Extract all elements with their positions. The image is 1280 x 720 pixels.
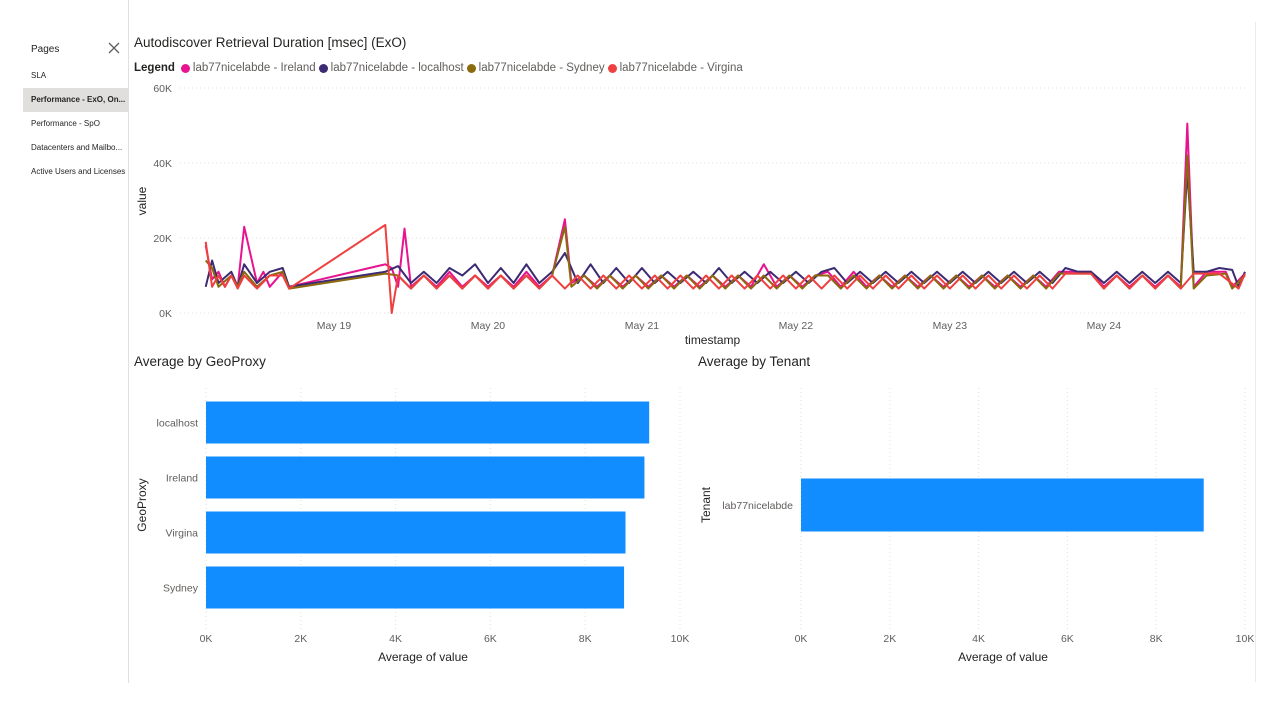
category-label: lab77nicelabde: [722, 500, 793, 512]
y-tick-label: 0K: [159, 308, 172, 320]
bar-localhost[interactable]: [206, 401, 650, 444]
x-axis-title: Average of value: [958, 650, 1048, 664]
close-icon[interactable]: [106, 40, 122, 56]
page-list: SLA Performance - ExO, On... Performance…: [23, 64, 128, 184]
x-tick-label: May 19: [317, 320, 352, 332]
x-tick-label: 8K: [579, 633, 592, 645]
x-tick-label: 6K: [1061, 633, 1074, 645]
bar-ireland[interactable]: [206, 456, 645, 499]
legend-dot-ireland: [180, 63, 190, 73]
x-tick-label: May 21: [625, 320, 660, 332]
category-label: Ireland: [166, 473, 198, 485]
x-tick-label: 10K: [671, 633, 690, 645]
x-tick-label: 0K: [795, 633, 808, 645]
page-tab-sla[interactable]: SLA: [31, 71, 47, 80]
category-label: Sydney: [163, 583, 199, 595]
x-tick-label: 4K: [972, 633, 985, 645]
line-chart-title: Autodiscover Retrieval Duration [msec] (…: [134, 35, 407, 50]
page-tab-performance-spo[interactable]: Performance - SpO: [31, 119, 100, 128]
page-tab-datacenters[interactable]: Datacenters and Mailbo...: [31, 143, 123, 152]
page-tab-active-users[interactable]: Active Users and Licenses: [31, 167, 126, 176]
y-tick-label: 40K: [153, 158, 172, 170]
bar-lab77nicelabde[interactable]: [801, 478, 1204, 532]
legend-label-virgina: lab77nicelabde - Virgina: [619, 62, 743, 74]
series-line-localhost[interactable]: [204, 169, 1246, 288]
bar-virgina[interactable]: [206, 511, 626, 554]
x-axis-title: timestamp: [685, 333, 741, 347]
x-tick-label: 6K: [484, 633, 497, 645]
page-tab-performance-exo[interactable]: Performance - ExO, On...: [23, 88, 128, 112]
x-tick-label: 8K: [1150, 633, 1163, 645]
bar-sydney[interactable]: [206, 566, 625, 609]
y-axis-title: GeoProxy: [135, 478, 149, 531]
legend-dot-localhost: [318, 63, 328, 73]
category-label: Virgina: [166, 528, 199, 540]
x-tick-label: 2K: [883, 633, 896, 645]
series-line-virgina[interactable]: [204, 223, 1246, 314]
x-tick-label: 2K: [294, 633, 307, 645]
tenant-chart-title: Average by Tenant: [698, 354, 811, 369]
x-tick-label: 4K: [389, 633, 402, 645]
legend-item-ireland[interactable]: lab77nicelabde - Ireland: [180, 62, 316, 74]
line-chart[interactable]: 0K 20K 40K 60K May 19 May 20 May 21 May 22 May 2…: [0, 0, 1280, 360]
pages-pane-title: Pages: [31, 44, 60, 55]
legend-dot-sydney: [466, 63, 476, 73]
x-tick-label: 10K: [1236, 633, 1255, 645]
y-tick-label: 20K: [153, 233, 172, 245]
canvas-edge: [1255, 22, 1256, 682]
x-tick-label: May 24: [1087, 320, 1122, 332]
legend-item-sydney[interactable]: lab77nicelabde - Sydney: [466, 62, 605, 74]
x-tick-label: May 22: [779, 320, 814, 332]
legend-item-localhost[interactable]: lab77nicelabde - localhost: [318, 62, 464, 74]
geoproxy-chart-title: Average by GeoProxy: [134, 354, 266, 369]
x-tick-label: 0K: [200, 633, 213, 645]
legend-label-ireland: lab77nicelabde - Ireland: [192, 62, 316, 74]
y-tick-label: 60K: [153, 83, 172, 95]
legend-title: Legend: [134, 62, 175, 74]
y-axis-title: value: [135, 186, 149, 215]
geoproxy-bar-chart[interactable]: 0K 2K 4K 6K 8K 10K localhost Ireland Virgina Sydn…: [0, 0, 700, 720]
legend-dot-virgina: [607, 63, 617, 73]
pages-pane: Pages SLA Performance - ExO, On... Perfo…: [0, 0, 129, 683]
legend-label-sydney: lab77nicelabde - Sydney: [478, 62, 605, 74]
legend-label-localhost: lab77nicelabde - localhost: [330, 62, 464, 74]
legend-item-virgina[interactable]: lab77nicelabde - Virgina: [607, 62, 743, 74]
line-chart-legend: Legend lab77nicelabde - Ireland lab77nic…: [134, 61, 746, 75]
y-axis-title: Tenant: [699, 486, 713, 523]
category-label: localhost: [157, 418, 199, 430]
x-tick-label: May 23: [933, 320, 968, 332]
x-axis-title: Average of value: [378, 650, 468, 664]
x-tick-label: May 20: [471, 320, 506, 332]
